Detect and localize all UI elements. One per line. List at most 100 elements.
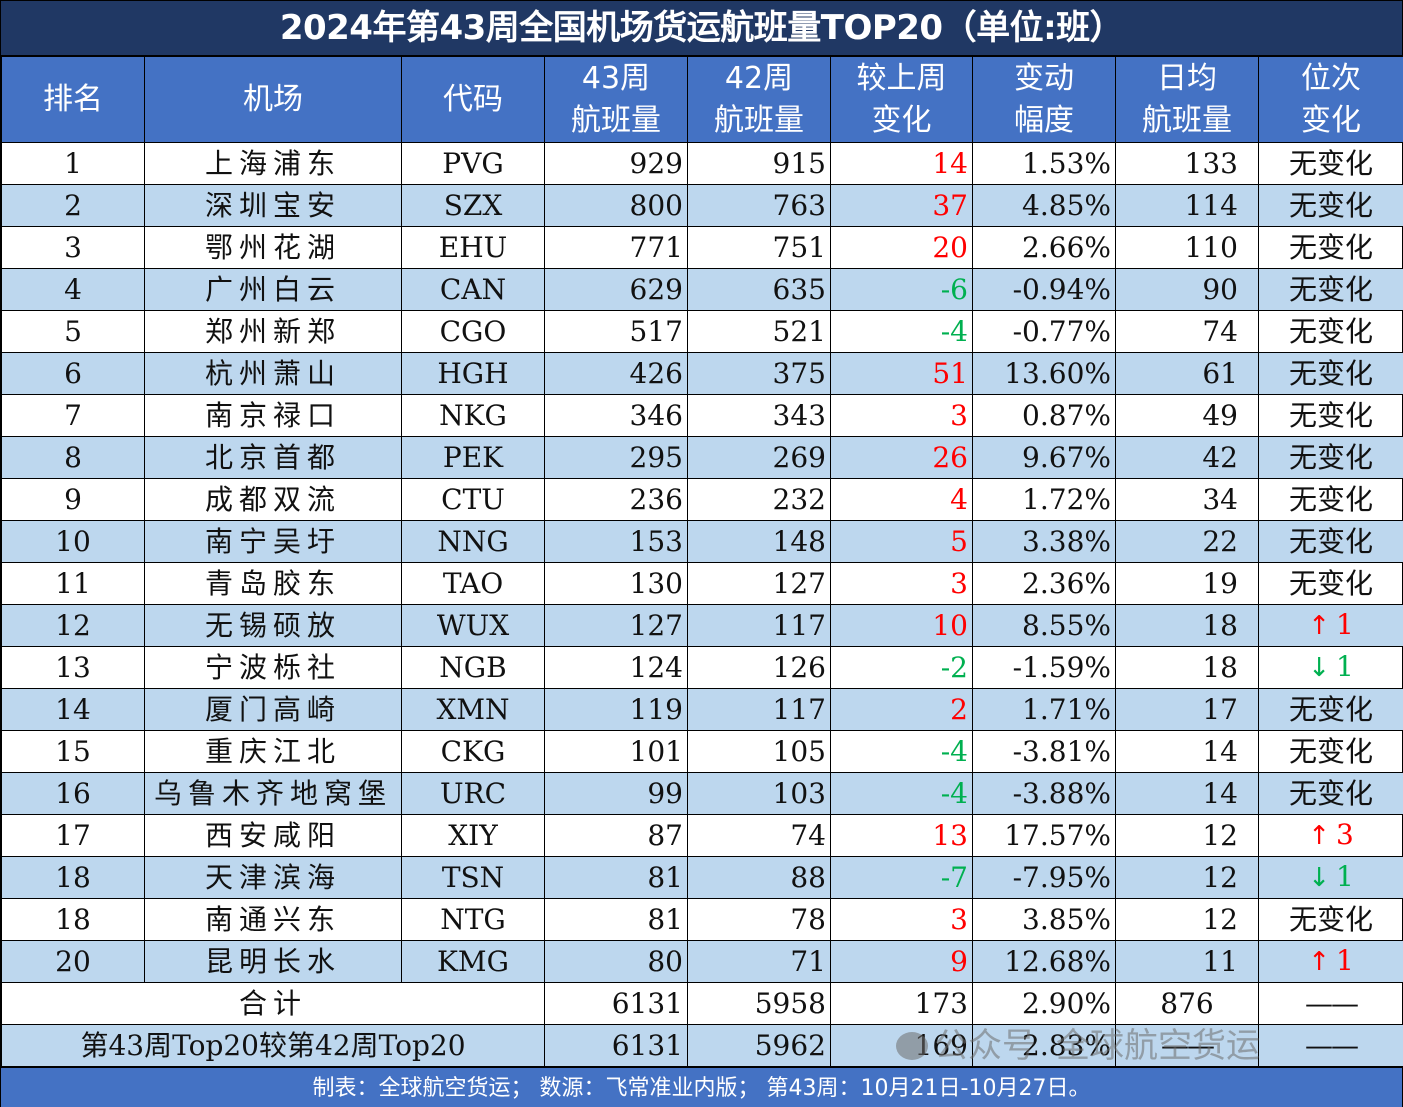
pct-cell: -3.81%: [972, 730, 1116, 773]
header-week42: 42周 航班量: [687, 56, 831, 143]
airport-cell: 宁波栎社: [144, 646, 402, 689]
rank-change-cell: 无变化: [1258, 226, 1403, 269]
table-body: 1 上海浦东 PVG 929 915 14 1.53% 133 无变化 2 深圳宝安 SZX 800 76…: [1, 142, 1403, 983]
rank-change-cell: 无变化: [1258, 730, 1403, 773]
change-cell: 51: [830, 352, 973, 395]
rank-change-cell: 无变化: [1258, 562, 1403, 605]
daily-cell: 61: [1115, 352, 1259, 395]
rank-cell: 12: [1, 604, 145, 647]
rank-cell: 15: [1, 730, 145, 773]
table-row: 10 南宁吴圩 NNG 153 148 5 3.38% 22 无变化: [1, 520, 1403, 563]
airport-cell: 青岛胶东: [144, 562, 402, 605]
rank-change-cell: ↑ 1: [1258, 604, 1403, 647]
pct-cell: 0.87%: [972, 394, 1116, 437]
rank-cell: 2: [1, 184, 145, 227]
daily-cell: 18: [1115, 604, 1259, 647]
rank-cell: 6: [1, 352, 145, 395]
table-row: 5 郑州新郑 CGO 517 521 -4 -0.77% 74 无变化: [1, 310, 1403, 353]
rank-change-cell: ↓ 1: [1258, 856, 1403, 899]
airport-cell: 南宁吴圩: [144, 520, 402, 563]
code-cell: CAN: [401, 268, 545, 311]
pct-cell: 13.60%: [972, 352, 1116, 395]
table-row: 18 南通兴东 NTG 81 78 3 3.85% 12 无变化: [1, 898, 1403, 941]
total-rank-change: ——: [1258, 982, 1403, 1025]
pct-cell: 17.57%: [972, 814, 1116, 857]
week42-cell: 117: [687, 604, 831, 647]
week43-cell: 127: [544, 604, 688, 647]
daily-cell: 12: [1115, 898, 1259, 941]
week43-cell: 130: [544, 562, 688, 605]
daily-cell: 22: [1115, 520, 1259, 563]
pct-cell: 1.53%: [972, 142, 1116, 185]
daily-cell: 74: [1115, 310, 1259, 353]
rank-change-cell: ↑ 3: [1258, 814, 1403, 857]
rank-cell: 18: [1, 856, 145, 899]
change-cell: 5: [830, 520, 973, 563]
code-cell: URC: [401, 772, 545, 815]
rank-change-cell: 无变化: [1258, 394, 1403, 437]
pct-cell: 3.85%: [972, 898, 1116, 941]
code-cell: CTU: [401, 478, 545, 521]
week42-cell: 126: [687, 646, 831, 689]
pct-cell: -0.94%: [972, 268, 1116, 311]
code-cell: XMN: [401, 688, 545, 731]
change-cell: -2: [830, 646, 973, 689]
rank-change-cell: 无变化: [1258, 184, 1403, 227]
rank-cell: 13: [1, 646, 145, 689]
rank-change-cell: 无变化: [1258, 898, 1403, 941]
week43-cell: 87: [544, 814, 688, 857]
rank-change-cell: 无变化: [1258, 772, 1403, 815]
week42-cell: 763: [687, 184, 831, 227]
week43-cell: 295: [544, 436, 688, 479]
table-row: 18 天津滨海 TSN 81 88 -7 -7.95% 12 ↓ 1: [1, 856, 1403, 899]
airport-cell: 成都双流: [144, 478, 402, 521]
table-row: 3 鄂州花湖 EHU 771 751 20 2.66% 110 无变化: [1, 226, 1403, 269]
airport-cell: 南通兴东: [144, 898, 402, 941]
rank-cell: 8: [1, 436, 145, 479]
rank-change-cell: 无变化: [1258, 268, 1403, 311]
change-cell: 3: [830, 898, 973, 941]
total-w43: 6131: [544, 982, 688, 1025]
total-row: 合计 6131 5958 173 2.90% 876 ——: [1, 982, 1403, 1025]
ranking-table: 排名 机场 代码 43周 航班量 42周 航班量 较上周 变化 变动 幅度 日均 航班量 …: [1, 56, 1403, 1067]
table-row: 15 重庆江北 CKG 101 105 -4 -3.81% 14 无变化: [1, 730, 1403, 773]
daily-cell: 133: [1115, 142, 1259, 185]
code-cell: NKG: [401, 394, 545, 437]
code-cell: CKG: [401, 730, 545, 773]
rank-change-cell: 无变化: [1258, 352, 1403, 395]
week42-cell: 343: [687, 394, 831, 437]
daily-cell: 11: [1115, 940, 1259, 983]
pct-cell: -3.88%: [972, 772, 1116, 815]
rank-change-value: 1: [1335, 860, 1354, 893]
week42-cell: 148: [687, 520, 831, 563]
rank-cell: 9: [1, 478, 145, 521]
rank-cell: 11: [1, 562, 145, 605]
daily-cell: 114: [1115, 184, 1259, 227]
rank-cell: 1: [1, 142, 145, 185]
header-rank-change: 位次 变化: [1258, 56, 1403, 143]
airport-cell: 鄂州花湖: [144, 226, 402, 269]
rank-change-value: 1: [1335, 650, 1354, 683]
week43-cell: 629: [544, 268, 688, 311]
code-cell: NGB: [401, 646, 545, 689]
change-cell: 14: [830, 142, 973, 185]
total-daily: 876: [1115, 982, 1259, 1025]
week42-cell: 74: [687, 814, 831, 857]
daily-cell: 110: [1115, 226, 1259, 269]
week42-cell: 103: [687, 772, 831, 815]
code-cell: XIY: [401, 814, 545, 857]
week43-cell: 426: [544, 352, 688, 395]
rank-change-cell: 无变化: [1258, 310, 1403, 353]
daily-cell: 19: [1115, 562, 1259, 605]
rank-cell: 16: [1, 772, 145, 815]
header-code: 代码: [401, 56, 545, 143]
week42-cell: 105: [687, 730, 831, 773]
week43-cell: 236: [544, 478, 688, 521]
pct-cell: 1.72%: [972, 478, 1116, 521]
change-cell: 13: [830, 814, 973, 857]
comparison-pct: 2.83%: [972, 1024, 1116, 1067]
change-cell: 20: [830, 226, 973, 269]
rank-change-cell: ↑ 1: [1258, 940, 1403, 983]
pct-cell: 4.85%: [972, 184, 1116, 227]
